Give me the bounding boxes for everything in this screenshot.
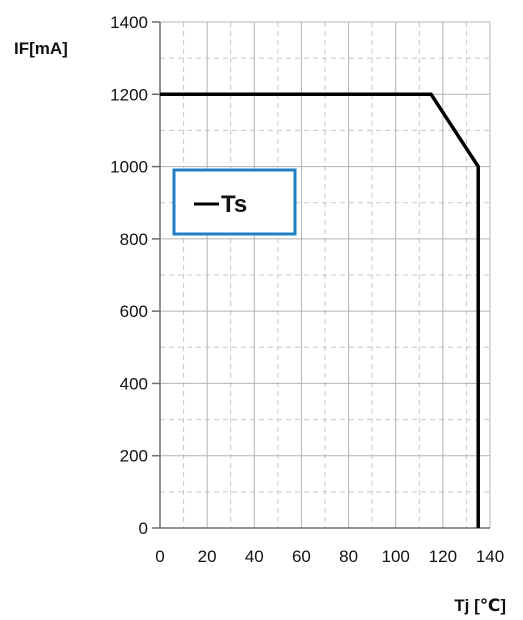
legend-label-ts: Ts <box>221 191 247 218</box>
y-tick-label: 0 <box>139 519 148 538</box>
series-line-ts <box>160 92 480 528</box>
x-axis-title: Tj [℃] <box>454 596 506 615</box>
legend: Ts <box>172 168 297 236</box>
y-axis-title: IF[mA] <box>14 39 68 58</box>
x-tick-label: 60 <box>292 547 311 566</box>
y-tick-label: 1000 <box>110 158 148 177</box>
axes <box>152 21 490 529</box>
series-layer <box>160 92 480 528</box>
y-tick-label: 400 <box>120 374 148 393</box>
y-tick-label: 1400 <box>110 13 148 32</box>
y-tick-label: 800 <box>120 230 148 249</box>
x-tick-label: 100 <box>382 547 410 566</box>
y-tick-label: 200 <box>120 447 148 466</box>
y-tick-label: 600 <box>120 302 148 321</box>
x-tick-label: 20 <box>198 547 217 566</box>
x-tick-label: 140 <box>476 547 504 566</box>
legend-box <box>172 168 297 236</box>
x-tick-labels: 0 20 40 60 80 100 120 140 <box>155 547 504 566</box>
x-tick-label: 80 <box>339 547 358 566</box>
x-tick-label: 120 <box>429 547 457 566</box>
y-tick-labels: 0 200 400 600 800 1000 1200 1400 <box>110 13 148 538</box>
x-tick-label: 40 <box>245 547 264 566</box>
y-tick-label: 1200 <box>110 85 148 104</box>
x-tick-label: 0 <box>155 547 164 566</box>
grid-minor <box>160 22 490 528</box>
